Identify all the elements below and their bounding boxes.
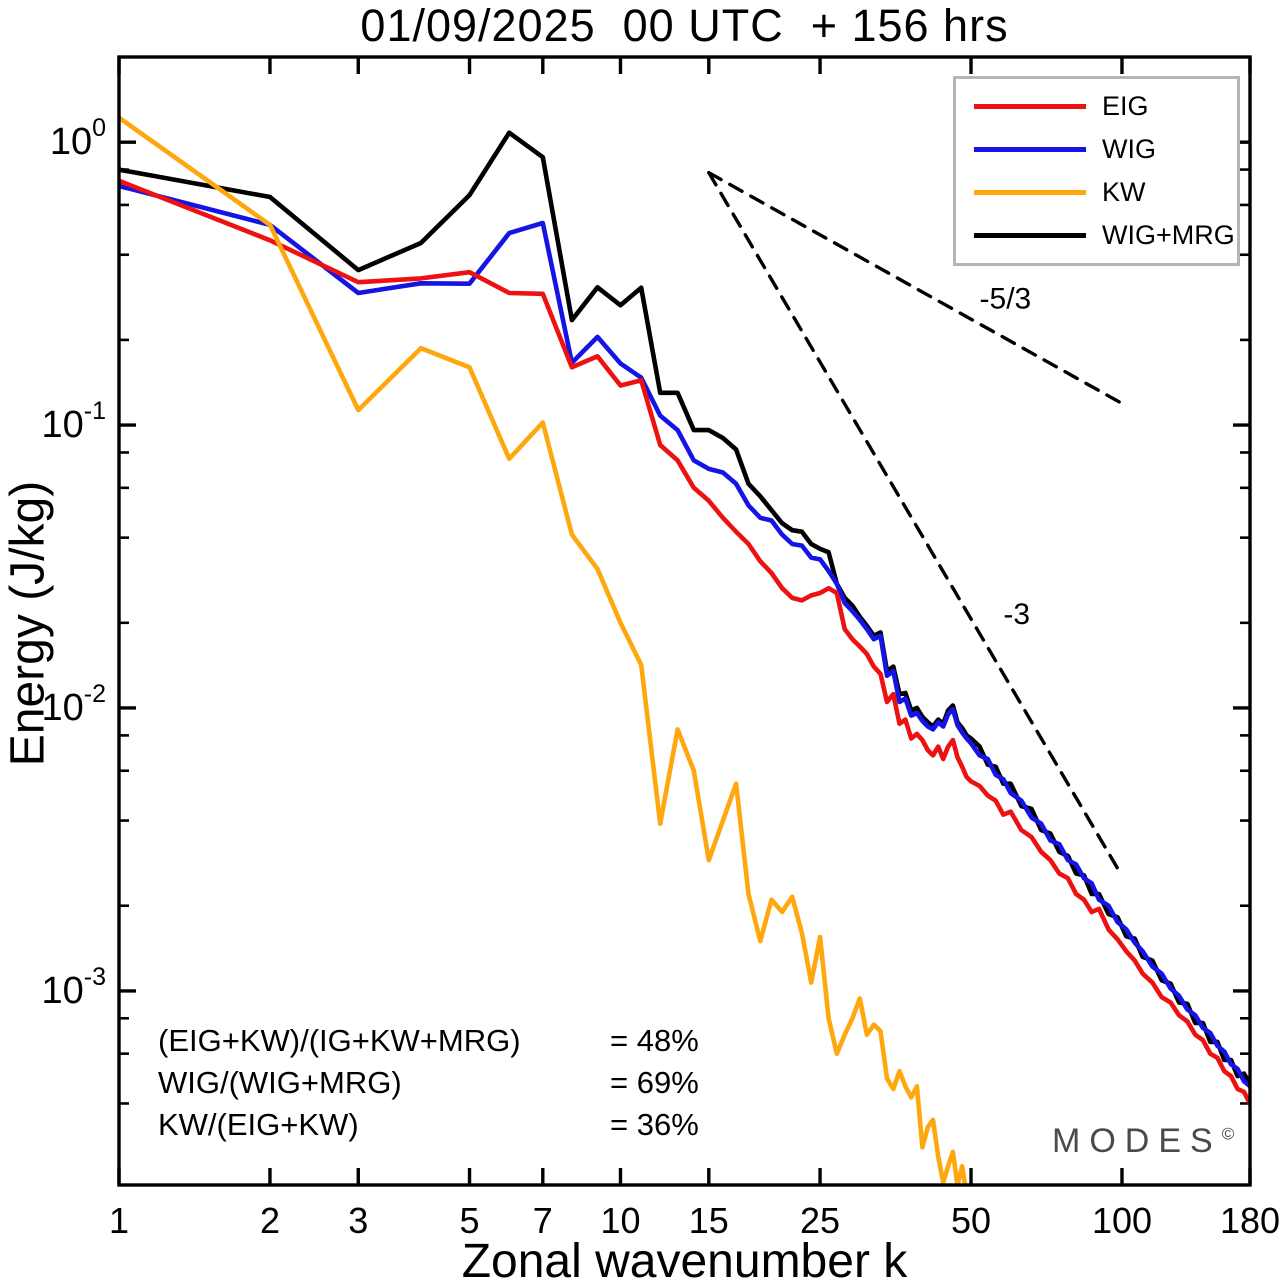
ratio-expression: KW/(EIG+KW) bbox=[158, 1107, 359, 1142]
x-tick-label: 180 bbox=[1220, 1200, 1280, 1241]
watermark-text: MODES bbox=[1052, 1122, 1222, 1160]
copyright-icon: © bbox=[1221, 1124, 1235, 1144]
legend-item-EIG: EIG bbox=[956, 91, 1237, 122]
slope-label: -3 bbox=[1003, 598, 1030, 631]
x-tick-label: 1 bbox=[109, 1200, 129, 1241]
series-line-KW bbox=[119, 115, 968, 1185]
legend-box: EIG WIG KW WIG+MRG bbox=[953, 76, 1240, 266]
x-axis-title: Zonal wavenumber k bbox=[461, 1235, 908, 1281]
x-tick-label: 15 bbox=[689, 1200, 729, 1241]
legend-label: KW bbox=[1102, 177, 1146, 207]
legend-line-swatch bbox=[974, 190, 1086, 195]
x-tick-label: 5 bbox=[460, 1200, 480, 1241]
ratio-value: = 69% bbox=[610, 1065, 699, 1100]
legend-label: WIG+MRG bbox=[1102, 220, 1235, 250]
legend-label: EIG bbox=[1102, 91, 1149, 121]
chart-title: 01/09/2025 00 UTC + 156 hrs bbox=[360, 0, 1009, 51]
y-tick-label: 10-3 bbox=[41, 963, 106, 1012]
legend-line-swatch bbox=[974, 233, 1086, 238]
x-tick-label: 3 bbox=[348, 1200, 368, 1241]
x-tick-label: 2 bbox=[260, 1200, 280, 1241]
slope-label: -5/3 bbox=[980, 283, 1032, 316]
series-line-WIG-MRG bbox=[119, 130, 1250, 1086]
y-axis-title: Energy (J/kg) bbox=[1, 480, 55, 767]
legend-item-WIG: WIG bbox=[956, 134, 1237, 165]
series-line-WIG bbox=[119, 183, 1250, 1089]
y-tick-label: 100 bbox=[50, 114, 106, 163]
reference-line-53 bbox=[707, 171, 1126, 407]
legend-label: WIG bbox=[1102, 134, 1156, 164]
series-line-EIG bbox=[119, 178, 1250, 1106]
x-tick-label: 50 bbox=[951, 1200, 991, 1241]
ratio-value: = 48% bbox=[610, 1023, 699, 1058]
reference-line-3 bbox=[707, 171, 1122, 874]
legend-line-swatch bbox=[974, 147, 1086, 152]
legend-item-KW: KW bbox=[956, 177, 1237, 208]
ratio-value: = 36% bbox=[610, 1107, 699, 1142]
modes-watermark: MODES© bbox=[1052, 1122, 1234, 1161]
ratio-annotations: (EIG+KW)/(IG+KW+MRG) = 48% WIG/(WIG+MRG) = … bbox=[158, 1020, 699, 1146]
x-tick-label: 10 bbox=[600, 1200, 640, 1241]
legend-line-swatch bbox=[974, 104, 1086, 109]
x-tick-label: 100 bbox=[1092, 1200, 1152, 1241]
x-tick-label: 25 bbox=[800, 1200, 840, 1241]
plot-frame bbox=[117, 55, 1252, 1187]
ratio-expression: WIG/(WIG+MRG) bbox=[158, 1065, 402, 1100]
x-tick-label: 7 bbox=[533, 1200, 553, 1241]
ratio-expression: (EIG+KW)/(IG+KW+MRG) bbox=[158, 1023, 521, 1058]
legend-item-WIG-MRG: WIG+MRG bbox=[956, 220, 1237, 251]
